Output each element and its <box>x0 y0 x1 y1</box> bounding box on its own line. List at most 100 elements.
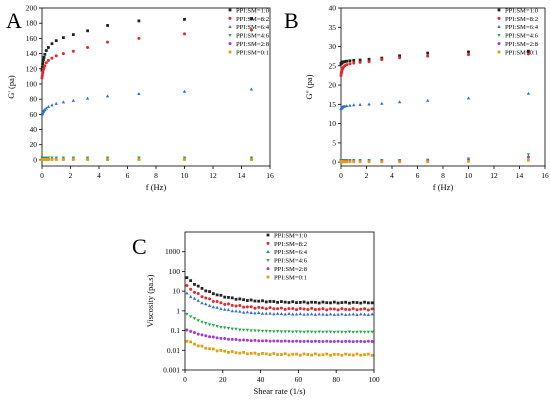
data-point <box>272 307 276 311</box>
legend-label: PPI:SM=6:4 <box>505 24 539 31</box>
data-point <box>355 308 359 312</box>
data-point <box>328 312 333 316</box>
data-point <box>192 290 196 294</box>
data-point <box>352 103 356 107</box>
data-point <box>276 339 280 343</box>
data-point <box>310 340 314 344</box>
data-point <box>279 306 283 310</box>
y-axis-label: G' (pa) <box>6 75 16 99</box>
data-point <box>215 305 219 309</box>
data-point <box>336 339 340 343</box>
data-point <box>253 338 257 342</box>
data-point <box>238 297 242 301</box>
data-point <box>241 328 246 332</box>
data-point <box>317 301 321 305</box>
data-point <box>287 339 291 343</box>
data-point <box>215 324 219 328</box>
data-point <box>398 56 402 60</box>
data-point <box>325 312 329 316</box>
data-point <box>343 330 348 334</box>
data-point <box>185 284 189 288</box>
data-point <box>204 296 208 300</box>
y-tick-label: 10 <box>329 119 337 128</box>
data-point <box>268 330 272 334</box>
data-point <box>71 33 75 36</box>
data-point <box>50 103 54 107</box>
data-point <box>137 36 141 40</box>
x-tick-label: 12 <box>490 171 498 180</box>
data-point <box>222 326 227 330</box>
y-tick-label: 100 <box>169 267 181 276</box>
legend-label: PPI:SM=4:6 <box>274 258 308 265</box>
data-point <box>54 101 58 105</box>
y-tick-label: 0.1 <box>171 326 181 335</box>
data-point <box>352 160 356 164</box>
data-point <box>245 299 249 302</box>
y-tick-label: 35 <box>329 23 337 32</box>
data-point <box>185 312 189 316</box>
data-point <box>426 54 430 58</box>
data-point <box>245 338 249 342</box>
x-tick-label: 10 <box>465 171 473 180</box>
data-point <box>298 339 302 343</box>
x-tick-label: 16 <box>266 171 274 180</box>
data-point <box>306 312 310 316</box>
data-point <box>200 301 204 305</box>
x-tick-label: 100 <box>368 375 380 384</box>
data-point <box>50 158 54 161</box>
data-point <box>336 301 340 305</box>
data-point <box>398 160 402 164</box>
data-point <box>253 311 257 315</box>
data-point <box>321 340 325 344</box>
data-point <box>264 329 268 333</box>
data-point <box>50 56 54 60</box>
data-point <box>397 100 402 104</box>
data-point <box>43 52 47 56</box>
data-point <box>317 339 321 343</box>
data-point <box>264 300 268 304</box>
chart-a: 0 2 4 6 8 10 12 14 16020406080100120140160180200… <box>6 4 274 193</box>
data-point <box>317 353 321 357</box>
data-point <box>347 339 351 343</box>
x-tick-label: 14 <box>238 171 246 180</box>
data-point <box>253 329 257 333</box>
data-point <box>40 65 44 69</box>
data-point <box>222 307 227 311</box>
data-point <box>348 160 352 164</box>
data-point <box>204 346 208 350</box>
data-point <box>287 353 291 357</box>
data-point <box>238 309 242 313</box>
data-point <box>348 103 352 107</box>
data-point <box>325 339 329 343</box>
data-point <box>370 301 374 305</box>
data-point <box>188 315 193 319</box>
data-point <box>317 330 321 334</box>
data-point <box>310 300 314 304</box>
data-point <box>234 297 238 301</box>
data-point <box>189 287 193 291</box>
data-point <box>189 340 193 344</box>
data-point <box>279 300 283 303</box>
data-point <box>219 307 223 311</box>
data-point <box>306 353 310 356</box>
data-point <box>230 296 234 300</box>
data-point <box>363 300 366 304</box>
data-point <box>347 308 351 312</box>
data-point <box>283 312 287 316</box>
data-point <box>257 329 261 333</box>
data-point <box>497 50 501 54</box>
data-point <box>344 307 348 311</box>
legend-label: PPI:SM=8:2 <box>505 16 538 23</box>
data-point <box>325 308 329 312</box>
y-tick-label: 1000 <box>165 247 180 256</box>
data-point <box>266 259 270 262</box>
data-point <box>234 309 238 313</box>
panel-label-b: B <box>284 8 299 33</box>
data-point <box>283 330 287 334</box>
data-point <box>310 306 314 310</box>
data-point <box>261 352 264 355</box>
data-point <box>313 308 317 312</box>
data-point <box>332 300 336 304</box>
data-point <box>287 330 291 334</box>
x-tick-label: 0 <box>183 375 187 384</box>
